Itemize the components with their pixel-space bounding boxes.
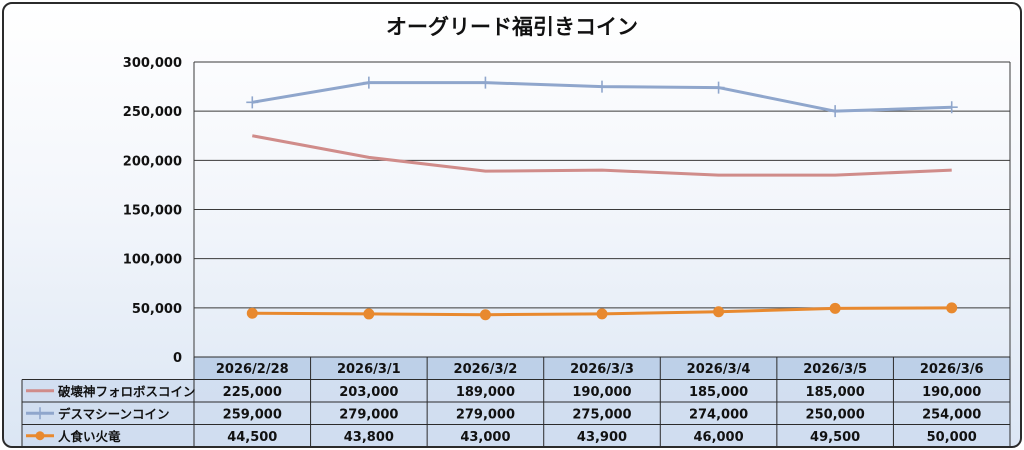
- data-label: 185,000: [689, 385, 748, 400]
- x-tick-label: 2026/3/4: [687, 362, 751, 377]
- data-point: [479, 309, 491, 321]
- data-point: [945, 101, 958, 114]
- data-label: 275,000: [572, 407, 631, 422]
- data-point: [946, 302, 958, 314]
- legend-label: デスマシーンコイン: [58, 406, 170, 421]
- series-2: [246, 76, 958, 118]
- data-label: 189,000: [456, 385, 515, 400]
- data-point: [363, 308, 375, 320]
- data-label: 43,900: [577, 430, 627, 445]
- x-tick-label: 2026/3/3: [570, 362, 634, 377]
- data-label: 254,000: [922, 407, 981, 422]
- y-tick-label: 250,000: [123, 105, 182, 120]
- data-point: [829, 302, 841, 314]
- data-point: [713, 306, 725, 318]
- gridlines: [193, 61, 1011, 358]
- data-label: 225,000: [223, 385, 282, 400]
- data-point: [246, 307, 258, 319]
- legend-key: [26, 431, 54, 441]
- legend-marker: [35, 431, 45, 441]
- data-label: 190,000: [922, 385, 981, 400]
- x-tick-label: 2026/3/6: [920, 362, 984, 377]
- x-tick-label: 2026/3/1: [337, 362, 401, 377]
- y-axis: 0 50,000 100,000 150,000 200,000 250,000 300,0…: [123, 56, 182, 366]
- legend-key: [26, 407, 54, 420]
- data-point: [362, 76, 375, 89]
- series-lines: [246, 76, 958, 321]
- series-1: [252, 134, 952, 177]
- series-line: [252, 134, 952, 177]
- legend-label: 破壊神フォロボスコイン: [58, 384, 196, 399]
- data-label: 190,000: [572, 385, 631, 400]
- x-tick-label: 2026/2/28: [216, 362, 289, 377]
- y-tick-label: 50,000: [132, 302, 182, 317]
- data-table: 2026/2/28 2026/3/1 2026/3/2 2026/3/3 2026/3/…: [21, 356, 1011, 446]
- x-tick-label: 2026/3/5: [803, 362, 867, 377]
- x-tick-label: 2026/3/2: [454, 362, 518, 377]
- legend-marker: [34, 407, 46, 420]
- chart-title: オーグリード福引きコイン: [386, 15, 638, 39]
- series-3: [246, 302, 958, 321]
- y-tick-label: 0: [173, 351, 182, 366]
- data-label: 43,000: [460, 430, 510, 445]
- line-chart: オーグリード福引きコイン 0 50,000 100,000 150,000 200,00…: [21, 15, 1011, 446]
- data-label: 259,000: [223, 407, 282, 422]
- table-body-band: [22, 379, 1010, 446]
- data-label: 279,000: [456, 407, 515, 422]
- data-label: 46,000: [693, 430, 743, 445]
- y-tick-label: 150,000: [123, 204, 182, 219]
- data-point: [596, 308, 608, 320]
- y-tick-label: 100,000: [123, 253, 182, 268]
- data-label: 49,500: [810, 430, 860, 445]
- data-label: 250,000: [806, 407, 865, 422]
- data-label: 44,500: [227, 430, 277, 445]
- data-label: 185,000: [806, 385, 865, 400]
- data-point: [596, 80, 608, 93]
- data-point: [246, 96, 259, 109]
- data-point: [829, 105, 842, 118]
- legend-label: 人食い火竜: [58, 429, 121, 444]
- data-point: [479, 76, 492, 89]
- data-point: [712, 81, 725, 94]
- data-label: 203,000: [339, 385, 398, 400]
- data-label: 279,000: [339, 407, 398, 422]
- y-tick-label: 300,000: [123, 56, 182, 71]
- data-label: 274,000: [689, 407, 748, 422]
- table-header-band: [194, 357, 1010, 380]
- y-tick-label: 200,000: [123, 154, 182, 169]
- data-label: 43,800: [344, 430, 394, 445]
- data-label: 50,000: [927, 430, 977, 445]
